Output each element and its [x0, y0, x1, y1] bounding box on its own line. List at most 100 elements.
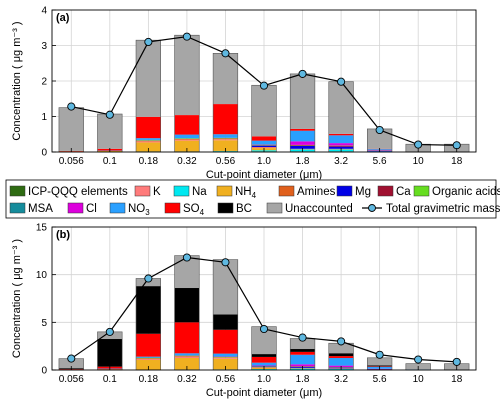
y-tick-label: 0 [41, 148, 47, 159]
bar-so4 [328, 133, 354, 136]
bar-so4 [136, 333, 161, 357]
bar-bc [174, 288, 200, 323]
y-tick-label: 3 [41, 41, 47, 52]
legend-swatch-ca [377, 185, 394, 197]
legend-label: NH4 [235, 186, 257, 200]
bar-unaccounted [367, 128, 392, 149]
legend-label: Ca [396, 186, 411, 198]
legend-label: ICP-QQQ elements [28, 186, 128, 198]
legend-swatch-amines [278, 185, 295, 197]
bar-so4 [290, 351, 315, 355]
x-tick-label: 0.56 [216, 156, 236, 167]
panel-b: 0 5 10 15 0.056 0.1 0.18 0.32 0.56 1.0 1.8 3.2 5.6 10… [11, 223, 477, 399]
legend-label: Mg [355, 186, 371, 198]
bar-nh4 [213, 358, 238, 370]
bar-k [174, 356, 200, 358]
point-total-gravimetric-mass [375, 350, 384, 359]
bar-k [136, 359, 161, 360]
bar-no3 [136, 356, 161, 358]
x-axis-label: Cut-point diameter (μm) [206, 169, 322, 181]
bar-k [136, 141, 161, 143]
x-tick-label: 1.0 [257, 156, 271, 167]
bar-amines [136, 140, 161, 142]
bar-bc [251, 354, 277, 357]
bar-cl [290, 141, 315, 145]
legend-swatch-marker [368, 204, 376, 212]
bar-nh4 [136, 142, 161, 152]
y-axis-label: Concentration ( μg m⁻³ ) [11, 21, 23, 140]
legend-label: K [153, 186, 161, 198]
legend-label: BC [236, 203, 252, 215]
x-tick-label: 1.0 [257, 374, 271, 385]
bar-nh4 [174, 357, 200, 370]
bar-no3 [174, 353, 200, 356]
bar-unaccounted [213, 53, 238, 105]
y-tick-label: 2 [41, 77, 47, 88]
bar-unaccounted [58, 107, 84, 151]
bar-no3 [213, 134, 238, 138]
y-tick-label: 4 [41, 6, 47, 17]
x-tick-label: 3.2 [334, 374, 348, 385]
bar-k [213, 139, 238, 141]
point-total-gravimetric-mass [414, 140, 423, 149]
bar-mg [328, 146, 354, 149]
legend-swatch-cl [67, 202, 84, 214]
bar-so4 [251, 356, 277, 363]
x-tick-label: 3.2 [334, 156, 348, 167]
point-total-gravimetric-mass [414, 355, 423, 364]
legend-swatch-mg [336, 185, 353, 197]
bar-cl [290, 364, 315, 367]
y-tick-label: 0 [41, 366, 47, 377]
point-total-gravimetric-mass [105, 327, 114, 336]
bar-bc [367, 365, 392, 367]
point-total-gravimetric-mass [452, 357, 461, 366]
bar-amines [213, 357, 238, 358]
legend-swatch-msa [9, 202, 26, 214]
legend-swatch-bc [217, 202, 234, 214]
bar-mg [290, 145, 315, 149]
bar-k [174, 139, 200, 141]
legend-label: Unaccounted [285, 203, 353, 215]
bar-no3 [213, 353, 238, 357]
x-tick-label: 0.056 [59, 156, 84, 167]
x-tick-label: 5.6 [373, 156, 387, 167]
legend-swatch-unaccounted [266, 202, 283, 214]
legend-swatch-organic_acids [413, 185, 430, 197]
legend-label: MSA [28, 203, 53, 215]
x-tick-label: 0.18 [139, 156, 159, 167]
x-tick-label: 10 [413, 156, 425, 167]
x-axis-label: Cut-point diameter (μm) [206, 387, 322, 399]
panel-label: (a) [56, 12, 70, 24]
y-axis-label: Concentration ( μg m⁻³ ) [11, 239, 23, 358]
legend-swatch-icp_qqq [9, 185, 26, 197]
bar-amines [174, 138, 200, 140]
legend-label: NO3 [128, 203, 150, 217]
bar-k [251, 147, 277, 149]
point-total-gravimetric-mass [67, 354, 76, 363]
y-tick-label: 15 [36, 223, 48, 234]
bar-no3 [136, 138, 161, 140]
bar-mg [251, 145, 277, 148]
bar-k [213, 357, 238, 359]
bar-no3 [328, 135, 354, 144]
legend-label: Organic acids [432, 186, 500, 198]
bar-so4 [290, 128, 315, 131]
y-tick-label: 10 [36, 270, 48, 281]
bar-no3 [174, 134, 200, 139]
point-total-gravimetric-mass [67, 102, 76, 111]
x-tick-label: 0.32 [177, 156, 197, 167]
bar-unaccounted [58, 358, 84, 369]
x-tick-label: 0.1 [103, 374, 117, 385]
x-tick-label: 0.18 [139, 374, 159, 385]
x-tick-label: 0.56 [216, 374, 236, 385]
legend: ICP-QQQ elements K Na NH4 Amines Mg Ca Organic … [5, 179, 500, 219]
point-total-gravimetric-mass [182, 253, 191, 262]
bar-amines [213, 138, 238, 140]
y-tick-label: 1 [41, 112, 47, 123]
point-total-gravimetric-mass [337, 337, 346, 346]
x-tick-label: 1.8 [296, 156, 310, 167]
legend-swatch-na [173, 185, 190, 197]
bar-unaccounted [213, 259, 238, 315]
y-tick-label: 5 [41, 318, 47, 329]
